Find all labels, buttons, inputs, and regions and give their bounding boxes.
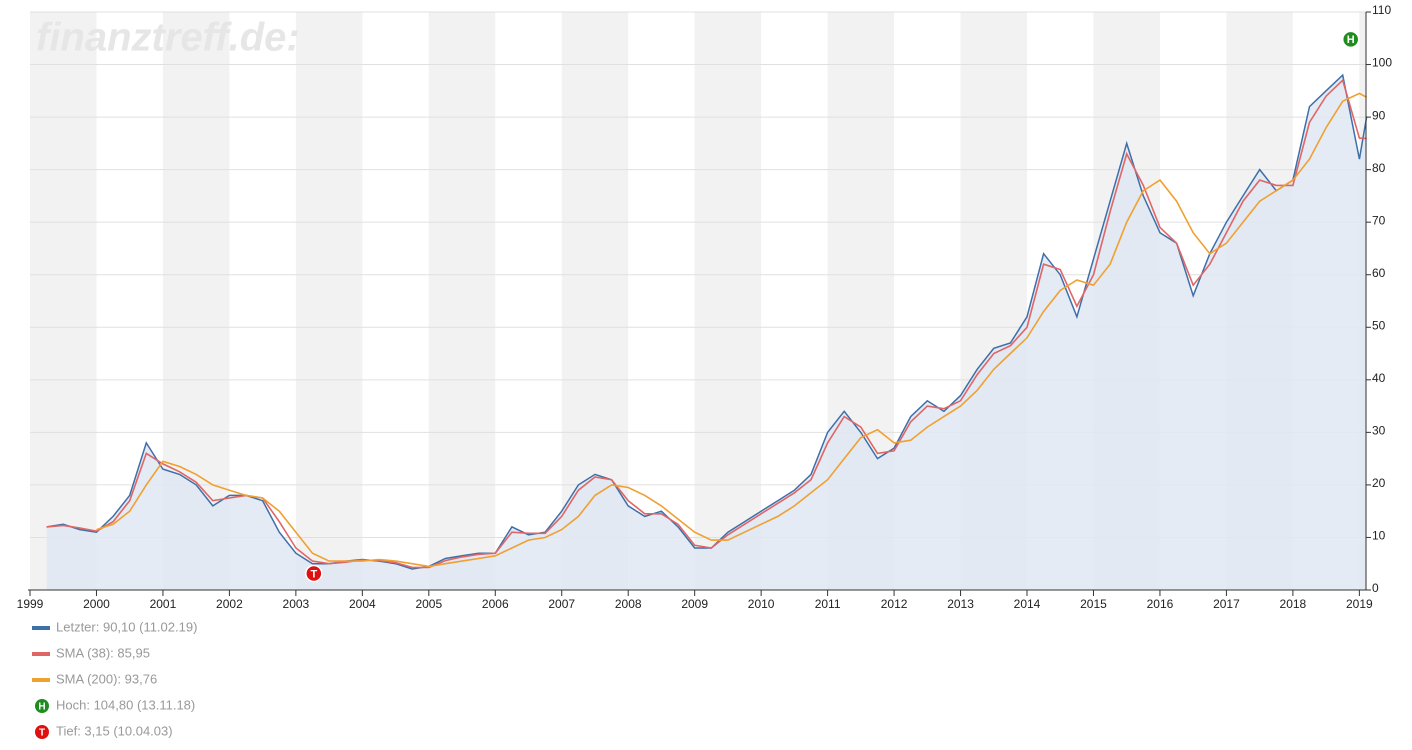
y-tick-label: 90 (1372, 108, 1386, 122)
y-tick-label: 40 (1372, 371, 1386, 385)
legend: Letzter: 90,10 (11.02.19) SMA (38): 85,95… (32, 619, 197, 739)
legend-swatch (32, 678, 50, 682)
y-tick-label: 20 (1372, 476, 1386, 490)
x-tick-label: 2006 (482, 597, 509, 611)
legend-swatch (32, 652, 50, 656)
y-tick-label: 70 (1372, 213, 1386, 227)
y-tick-label: 60 (1372, 266, 1386, 280)
y-tick-label: 110 (1372, 3, 1391, 17)
x-tick-label: 2017 (1213, 597, 1240, 611)
y-tick-label: 50 (1372, 318, 1386, 332)
marker (1341, 30, 1360, 49)
legend-label: Tief: 3,15 (10.04.03) (56, 723, 173, 738)
x-tick-label: 2001 (150, 597, 177, 611)
x-tick-label: 2009 (681, 597, 708, 611)
legend-icon (35, 725, 49, 739)
legend-icon-label: T (39, 728, 45, 739)
y-tick-label: 100 (1372, 56, 1392, 70)
x-tick-label: 2007 (548, 597, 575, 611)
y-tick-label: 0 (1372, 581, 1379, 595)
x-tick-label: 2002 (216, 597, 243, 611)
area (46, 75, 1367, 591)
x-tick-label: 2015 (1080, 597, 1107, 611)
x-tick-label: 2005 (415, 597, 442, 611)
marker-label: T (310, 568, 317, 580)
year-band (694, 12, 762, 590)
marker-label: H (1347, 34, 1355, 46)
legend-label: SMA (38): 85,95 (56, 645, 150, 660)
x-tick-label: 2000 (83, 597, 110, 611)
y-tick-label: 80 (1372, 161, 1386, 175)
x-tick-label: 2016 (1147, 597, 1174, 611)
axes: 0 10 20 30 40 50 60 70 80 90 100 110 1999 2000 2001 200… (17, 3, 1393, 611)
x-tick-label: 2019 (1346, 597, 1373, 611)
year-band (428, 12, 496, 590)
x-tick-label: 2010 (748, 597, 775, 611)
plot: HT (46, 30, 1368, 591)
y-tick-label: 10 (1372, 529, 1386, 543)
legend-swatch (32, 626, 50, 630)
legend-label: SMA (200): 93,76 (56, 671, 157, 686)
year-band (30, 12, 97, 590)
legend-label: Hoch: 104,80 (13.11.18) (56, 697, 195, 712)
series-line (46, 78, 1367, 569)
x-tick-label: 2012 (881, 597, 908, 611)
legend-label: Letzter: 90,10 (11.02.19) (56, 619, 197, 634)
legend-icon (35, 699, 49, 713)
y-tick-label: 30 (1372, 424, 1386, 438)
marker (305, 564, 323, 583)
x-tick-label: 2014 (1014, 597, 1041, 611)
year-band (295, 12, 363, 590)
x-tick-label: 1999 (17, 597, 44, 611)
x-tick-label: 2003 (283, 597, 310, 611)
series-line (96, 92, 1368, 568)
x-tick-label: 2004 (349, 597, 376, 611)
x-tick-label: 2011 (815, 597, 841, 611)
x-tick-label: 2018 (1280, 597, 1307, 611)
x-tick-label: 2013 (947, 597, 974, 611)
x-tick-label: 2008 (615, 597, 642, 611)
watermark: finanztreff.de: (36, 16, 300, 60)
legend-icon-label: H (38, 702, 45, 713)
